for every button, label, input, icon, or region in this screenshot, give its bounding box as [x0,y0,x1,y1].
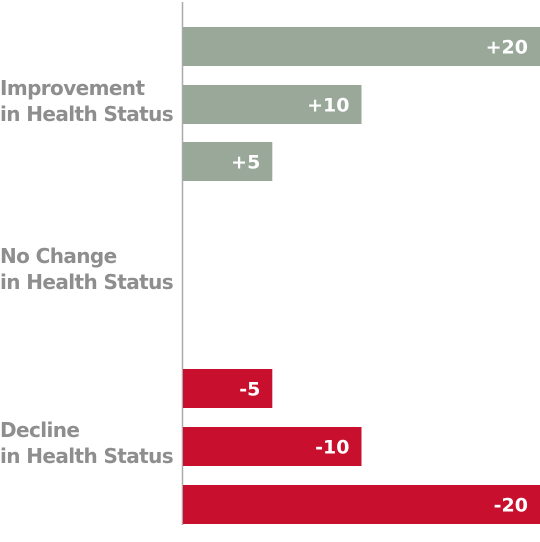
bar-label-minus-5: -5 [239,379,260,401]
bar-label-minus-10: -10 [315,437,349,459]
group-label-no-change-line2: in Health Status [0,270,174,294]
bar-plus-5 [183,142,273,181]
bar-plus-20 [183,27,540,66]
bar-label-plus-20: +20 [486,37,528,59]
group-label-decline-line2: in Health Status [0,444,174,468]
bar-plus-10 [183,85,362,124]
bar-label-minus-20: -20 [494,495,528,517]
group-label-no-change-line1: No Change [0,244,117,268]
group-label-no-change: No Change in Health Status [0,243,175,295]
bar-minus-5 [183,369,273,408]
group-label-decline: Decline in Health Status [0,417,175,469]
bars-group: +20 +10 +5 -5 -10 -20 [183,27,540,524]
bar-minus-20 [183,485,540,524]
group-label-improvement: Improvement in Health Status [0,75,175,127]
bar-minus-10 [183,427,362,466]
group-label-improvement-line1: Improvement [0,76,145,100]
bar-label-plus-10: +10 [307,95,349,117]
group-label-decline-line1: Decline [0,418,80,442]
group-label-improvement-line2: in Health Status [0,102,174,126]
bar-label-plus-5: +5 [231,152,260,174]
